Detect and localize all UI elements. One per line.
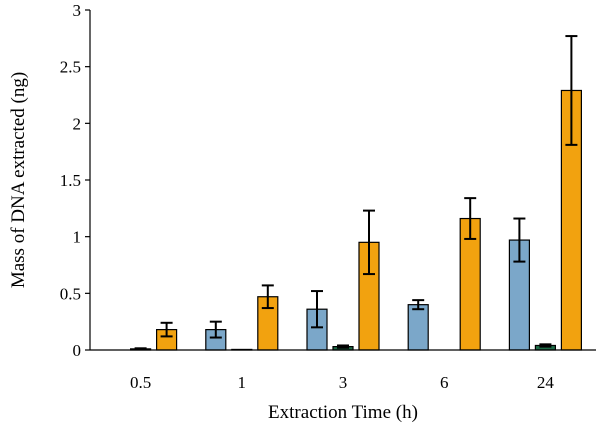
- error-bar: [311, 290, 323, 329]
- bar: [407, 304, 429, 351]
- y-axis-title: Mass of DNA extracted (ng): [8, 72, 29, 288]
- error-bars: [134, 35, 578, 351]
- y-tick-label: 2.5: [60, 58, 81, 77]
- error-bar: [539, 343, 552, 348]
- y-tick-label: 2: [73, 114, 82, 133]
- x-axis-ticks: 0.5 1 3 6 24: [130, 373, 554, 392]
- x-tick-label: 0.5: [130, 373, 151, 392]
- bars: [130, 89, 583, 351]
- error-bar: [513, 217, 526, 263]
- error-bar: [464, 197, 477, 240]
- error-bar: [363, 209, 375, 276]
- y-tick-label: 0.5: [60, 284, 81, 303]
- y-tick-label: 1.5: [60, 171, 81, 190]
- error-bar: [160, 321, 173, 338]
- x-tick-label: 1: [238, 373, 247, 392]
- y-tick-label: 3: [73, 1, 82, 20]
- x-axis-title: Extraction Time (h): [268, 402, 418, 423]
- x-tick-label: 24: [537, 373, 555, 392]
- y-axis-ticks: 0 0.5 1 1.5 2 2.5 3: [60, 1, 90, 360]
- error-bar: [261, 284, 274, 310]
- error-bar: [412, 299, 425, 311]
- error-bar: [209, 320, 222, 339]
- y-tick-label: 1: [73, 228, 82, 247]
- x-tick-label: 6: [440, 373, 449, 392]
- x-tick-label: 3: [339, 373, 348, 392]
- y-tick-label: 0: [73, 341, 82, 360]
- error-bar: [134, 347, 147, 351]
- error-bar: [565, 35, 578, 146]
- error-bar: [337, 344, 349, 349]
